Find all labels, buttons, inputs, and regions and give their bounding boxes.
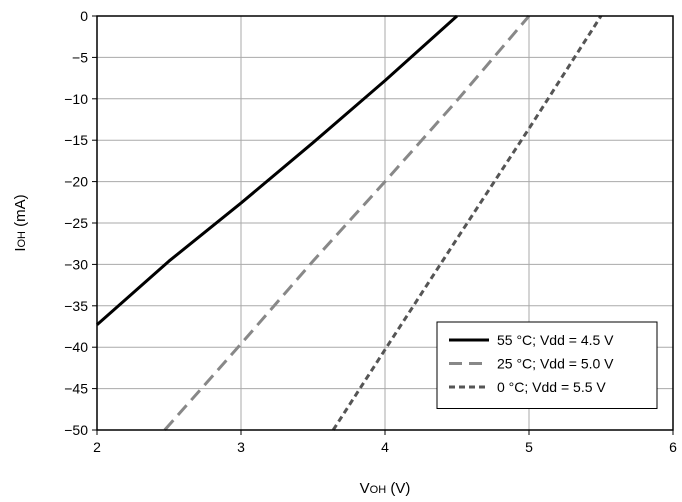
y-tick-label-2: −10: [64, 91, 88, 107]
y-axis-label-sub: OH: [16, 231, 28, 248]
y-tick-label-7: −35: [64, 298, 88, 314]
y-tick-label-10: −50: [64, 422, 88, 438]
y-axis-ticks: 0 −5 −10 −15 −20 −25 −30 −35 −40 −45 −50: [64, 8, 97, 438]
series-line-1: [96, 14, 459, 326]
legend-label-3: 0 °C; Vdd = 5.5 V: [497, 379, 606, 395]
x-tick-label-3: 5: [525, 439, 533, 455]
y-tick-label-9: −45: [64, 381, 88, 397]
x-axis-ticks: 2 3 4 5 6: [93, 430, 677, 455]
legend-box: [436, 321, 658, 409]
y-tick-label-1: −5: [72, 49, 88, 65]
y-tick-label-4: −20: [64, 174, 88, 190]
x-axis-label-main: V: [360, 480, 370, 497]
legend-label-2: 25 °C; Vdd = 5.0 V: [497, 356, 614, 372]
y-axis-label-main: I: [12, 248, 29, 252]
legend-label-1: 55 °C; Vdd = 4.5 V: [497, 332, 614, 348]
y-axis-label-unit: (mA): [12, 194, 29, 231]
x-axis-label: VOH (V): [360, 480, 411, 497]
x-axis-label-sub: OH: [370, 484, 387, 496]
y-tick-label-0: 0: [80, 8, 88, 24]
y-tick-label-3: −15: [64, 132, 88, 148]
y-tick-label-5: −25: [64, 215, 88, 231]
x-tick-label-1: 3: [237, 439, 245, 455]
series-line-3: [331, 15, 603, 431]
x-tick-label-0: 2: [93, 439, 101, 455]
y-tick-label-8: −40: [64, 339, 88, 355]
legend: 55 °C; Vdd = 4.5 V 25 °C; Vdd = 5.0 V 0 °C…: [436, 321, 658, 409]
x-tick-label-4: 6: [669, 439, 677, 455]
x-tick-label-2: 4: [381, 439, 389, 455]
y-axis-label: IOH (mA): [12, 194, 29, 251]
x-axis-label-unit: (V): [386, 480, 410, 497]
series-group: [96, 14, 603, 431]
y-tick-label-6: −30: [64, 256, 88, 272]
